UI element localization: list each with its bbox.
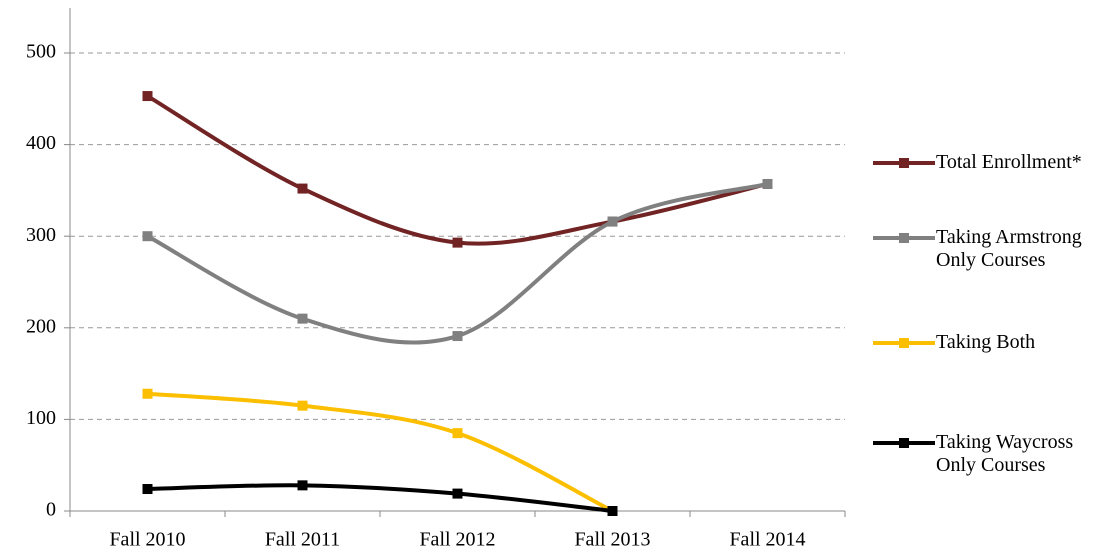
marker — [142, 484, 153, 495]
legend-box: Taking Armstrong Only Courses — [936, 226, 1082, 271]
marker — [297, 313, 308, 324]
x-tick-label: Fall 2013 — [574, 529, 650, 551]
legend-box: Taking Waycross Only Courses — [936, 431, 1074, 476]
legend-box: Taking Both — [936, 331, 1036, 353]
legend-marker — [899, 158, 909, 168]
series-line — [147, 391, 614, 513]
marker — [452, 428, 463, 439]
legend-label: Taking Waycross Only Courses — [936, 431, 1074, 476]
marker — [142, 91, 153, 102]
legend-label: Taking Both — [936, 331, 1036, 353]
marker — [607, 506, 618, 516]
legend-marker — [899, 233, 909, 243]
legend-marker — [899, 438, 909, 448]
y-tick-label: 300 — [26, 224, 56, 246]
marker — [452, 488, 463, 499]
x-tick-label: Fall 2014 — [729, 529, 805, 551]
x-tick-label: Fall 2011 — [265, 529, 340, 551]
marker — [452, 331, 463, 342]
y-tick-label: 200 — [26, 315, 56, 337]
series-line — [147, 483, 613, 513]
y-tick-label: 500 — [26, 41, 56, 63]
y-tick-label: 0 — [46, 499, 56, 521]
marker — [142, 388, 153, 399]
legend-marker — [899, 338, 909, 348]
series-line — [146, 94, 768, 246]
marker — [762, 178, 773, 189]
y-tick-label: 100 — [26, 407, 56, 429]
x-tick-label: Fall 2010 — [109, 529, 185, 551]
legend-box: Total Enrollment* — [936, 151, 1082, 173]
marker — [297, 400, 308, 411]
marker — [142, 231, 153, 242]
marker — [607, 216, 618, 227]
legend-label: Taking Armstrong Only Courses — [936, 226, 1082, 271]
marker — [297, 480, 308, 491]
marker — [452, 237, 463, 248]
x-tick-label: Fall 2012 — [419, 529, 495, 551]
y-tick-label: 400 — [26, 132, 56, 154]
legend-label: Total Enrollment* — [936, 151, 1082, 173]
marker — [297, 183, 308, 194]
